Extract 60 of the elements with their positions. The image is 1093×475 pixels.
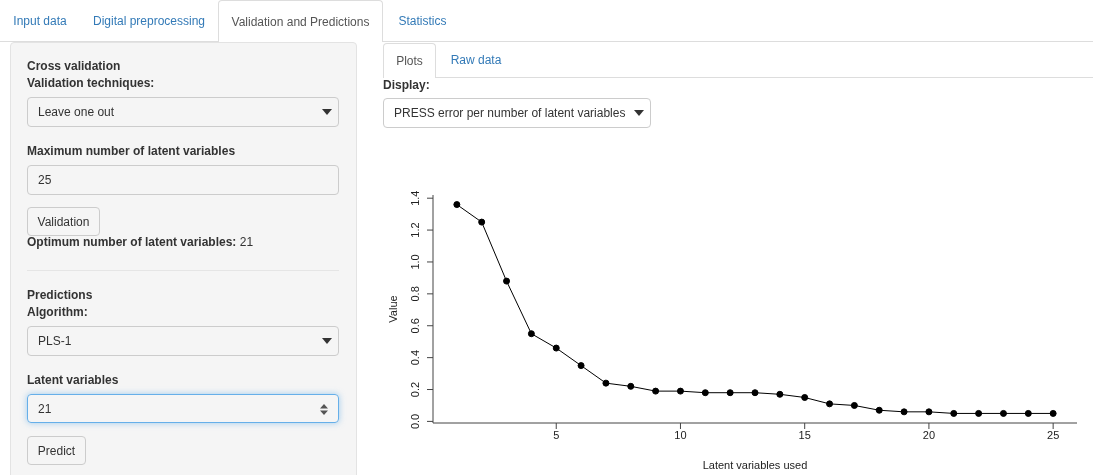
point bbox=[1049, 409, 1057, 417]
text: Input data bbox=[12, 12, 68, 30]
point bbox=[900, 408, 908, 416]
text: PLS-1 bbox=[38, 333, 72, 350]
text: Cross validation bbox=[27, 59, 121, 73]
point bbox=[676, 387, 684, 395]
text: Leave one out bbox=[38, 104, 115, 121]
point bbox=[503, 277, 511, 285]
y-tick-label: 0.0 bbox=[409, 413, 421, 430]
text: Validation techniques: bbox=[27, 76, 155, 90]
text: Latent variables bbox=[27, 373, 119, 387]
y-axis-title: Value bbox=[387, 295, 399, 323]
point bbox=[627, 382, 635, 390]
point bbox=[602, 379, 610, 387]
x-tick-label: 10 bbox=[674, 428, 687, 441]
text: Digital preprocessing bbox=[91, 12, 207, 30]
y-tick-label: 0.6 bbox=[409, 318, 421, 334]
point bbox=[577, 362, 585, 370]
point bbox=[950, 409, 958, 417]
point bbox=[726, 389, 734, 397]
point bbox=[751, 389, 759, 397]
text: Display: bbox=[383, 78, 430, 92]
y-tick-label: 1.2 bbox=[409, 222, 421, 238]
text: 25 bbox=[38, 172, 52, 189]
text: PRESS error per number of latent variables bbox=[394, 105, 626, 122]
point bbox=[453, 201, 461, 209]
point bbox=[925, 408, 933, 416]
point bbox=[552, 344, 560, 352]
point bbox=[1024, 409, 1032, 417]
text: Algorithm: bbox=[27, 305, 88, 319]
x-tick-label: 20 bbox=[922, 428, 936, 441]
text: Raw data bbox=[449, 52, 503, 69]
y-tick-label: 0.8 bbox=[409, 286, 421, 302]
point bbox=[652, 387, 660, 395]
point bbox=[875, 406, 883, 414]
x-tick-label: 5 bbox=[553, 428, 560, 441]
text: 21 bbox=[239, 235, 254, 249]
point bbox=[478, 218, 486, 226]
y-tick-label: 0.4 bbox=[409, 349, 421, 366]
point bbox=[776, 390, 784, 398]
text: Predictions bbox=[27, 288, 93, 302]
x-tick-label: 15 bbox=[798, 428, 811, 441]
point bbox=[999, 409, 1007, 417]
text: Optimum number of latent variables: bbox=[27, 235, 237, 249]
y-tick-label: 1.4 bbox=[409, 190, 421, 206]
text: 21 bbox=[38, 400, 52, 418]
point bbox=[826, 400, 834, 408]
point bbox=[850, 401, 858, 409]
y-tick-label: 0.2 bbox=[409, 381, 421, 398]
text: Statistics bbox=[397, 12, 448, 30]
x-tick-label: 25 bbox=[1047, 428, 1060, 441]
y-tick-label: 1.0 bbox=[409, 254, 421, 270]
text: Validation and Predictions bbox=[218, 0, 383, 42]
point bbox=[701, 389, 709, 397]
point bbox=[975, 409, 983, 417]
point bbox=[801, 393, 809, 401]
text: Plots bbox=[383, 43, 436, 78]
point bbox=[527, 330, 535, 338]
text: Maximum number of latent variables bbox=[27, 144, 236, 158]
x-axis-title: Latent variables used bbox=[702, 459, 808, 471]
